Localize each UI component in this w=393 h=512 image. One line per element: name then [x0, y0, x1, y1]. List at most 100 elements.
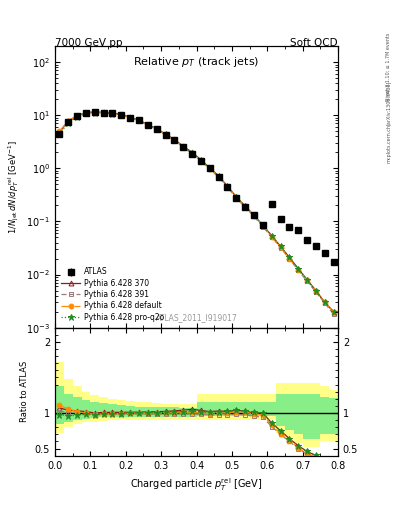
Pythia 6.428 default [322, 299, 327, 305]
Pythia 6.428 default [296, 267, 301, 273]
Bar [135, 401, 143, 420]
Pythia 6.428 391 [119, 112, 124, 118]
Pythia 6.428 default [198, 158, 203, 164]
Pythia 6.428 391 [296, 267, 301, 273]
Pythia 6.428 370 [234, 194, 239, 200]
Pythia 6.428 pro-q2o [128, 115, 132, 121]
Legend: ATLAS, Pythia 6.428 370, Pythia 6.428 391, Pythia 6.428 default, Pythia 6.428 pr: ATLAS, Pythia 6.428 370, Pythia 6.428 39… [59, 265, 167, 324]
Pythia 6.428 default [92, 110, 97, 116]
Bar [250, 401, 259, 416]
Pythia 6.428 391 [101, 110, 106, 116]
Pythia 6.428 default [261, 223, 265, 229]
Bar [117, 405, 126, 417]
Pythia 6.428 default [110, 111, 115, 117]
Pythia 6.428 391 [243, 204, 248, 210]
Bar [206, 394, 214, 420]
Bar [188, 404, 196, 420]
Bar [232, 401, 241, 416]
Pythia 6.428 370 [252, 212, 256, 219]
Pythia 6.428 370 [216, 173, 221, 179]
Text: 7000 GeV pp: 7000 GeV pp [55, 38, 123, 49]
Bar [285, 394, 294, 430]
Pythia 6.428 370 [278, 243, 283, 249]
Pythia 6.428 default [119, 112, 124, 118]
Pythia 6.428 pro-q2o [110, 111, 115, 117]
Pythia 6.428 370 [243, 203, 248, 209]
Pythia 6.428 370 [181, 143, 185, 150]
Bar [206, 401, 214, 416]
Pythia 6.428 default [101, 110, 106, 116]
Pythia 6.428 default [75, 113, 79, 119]
Bar [99, 403, 108, 417]
Pythia 6.428 default [84, 110, 88, 116]
Pythia 6.428 pro-q2o [181, 144, 185, 150]
Pythia 6.428 pro-q2o [163, 131, 168, 137]
Bar [179, 404, 188, 420]
Y-axis label: $1/N_\mathrm{jet}\,dN/dp_T^\mathrm{rel}$ [GeV$^{-1}$]: $1/N_\mathrm{jet}\,dN/dp_T^\mathrm{rel}$… [6, 140, 20, 234]
Pythia 6.428 370 [128, 114, 132, 120]
Pythia 6.428 391 [154, 126, 159, 132]
Pythia 6.428 391 [208, 166, 212, 172]
Bar [259, 401, 267, 416]
Pythia 6.428 391 [331, 311, 336, 317]
Bar [161, 408, 170, 417]
Pythia 6.428 391 [128, 115, 132, 121]
Pythia 6.428 pro-q2o [172, 137, 177, 143]
Bar [329, 390, 338, 441]
Bar [320, 397, 329, 434]
Text: mcplots.cern.ch: mcplots.cern.ch [386, 124, 391, 163]
Pythia 6.428 default [172, 137, 177, 143]
Bar [108, 399, 117, 420]
Pythia 6.428 default [234, 194, 239, 200]
Pythia 6.428 default [208, 165, 212, 172]
Pythia 6.428 pro-q2o [252, 212, 256, 218]
Bar [126, 406, 135, 417]
Bar [267, 394, 276, 420]
Pythia 6.428 default [181, 144, 185, 150]
Pythia 6.428 370 [154, 125, 159, 132]
Pythia 6.428 pro-q2o [66, 120, 71, 126]
Pythia 6.428 pro-q2o [287, 254, 292, 261]
Pythia 6.428 370 [57, 129, 62, 135]
Bar [241, 394, 250, 420]
Pythia 6.428 370 [261, 222, 265, 228]
Bar [294, 383, 303, 443]
Pythia 6.428 391 [75, 113, 79, 119]
Pythia 6.428 391 [163, 132, 168, 138]
Pythia 6.428 pro-q2o [234, 194, 239, 200]
Pythia 6.428 370 [172, 136, 177, 142]
Pythia 6.428 default [287, 255, 292, 262]
Pythia 6.428 370 [84, 110, 88, 116]
Bar [276, 394, 285, 426]
Line: Pythia 6.428 370: Pythia 6.428 370 [57, 110, 336, 314]
Pythia 6.428 370 [163, 131, 168, 137]
Bar [126, 401, 135, 420]
Pythia 6.428 370 [75, 113, 79, 119]
Pythia 6.428 default [278, 244, 283, 250]
Pythia 6.428 pro-q2o [225, 183, 230, 189]
Pythia 6.428 default [57, 128, 62, 134]
Bar [223, 394, 232, 420]
Pythia 6.428 370 [225, 183, 230, 189]
Pythia 6.428 pro-q2o [208, 165, 212, 171]
Bar [82, 392, 90, 422]
Pythia 6.428 391 [137, 117, 141, 123]
Y-axis label: Ratio to ATLAS: Ratio to ATLAS [20, 361, 29, 422]
Pythia 6.428 391 [57, 130, 62, 136]
Pythia 6.428 391 [181, 144, 185, 151]
Pythia 6.428 370 [269, 232, 274, 239]
Pythia 6.428 391 [145, 122, 150, 129]
Pythia 6.428 370 [145, 122, 150, 128]
Bar [90, 401, 99, 418]
Pythia 6.428 pro-q2o [322, 299, 327, 305]
Bar [250, 394, 259, 420]
Text: [arXiv:1306.3436]: [arXiv:1306.3436] [386, 80, 391, 124]
Text: ATLAS_2011_I919017: ATLAS_2011_I919017 [156, 313, 237, 322]
Pythia 6.428 370 [119, 111, 124, 117]
Text: Relative $p_T$ (track jets): Relative $p_T$ (track jets) [133, 55, 260, 69]
Bar [196, 394, 206, 420]
Pythia 6.428 pro-q2o [278, 243, 283, 249]
Bar [179, 408, 188, 417]
Pythia 6.428 default [163, 132, 168, 138]
Pythia 6.428 370 [305, 276, 309, 283]
